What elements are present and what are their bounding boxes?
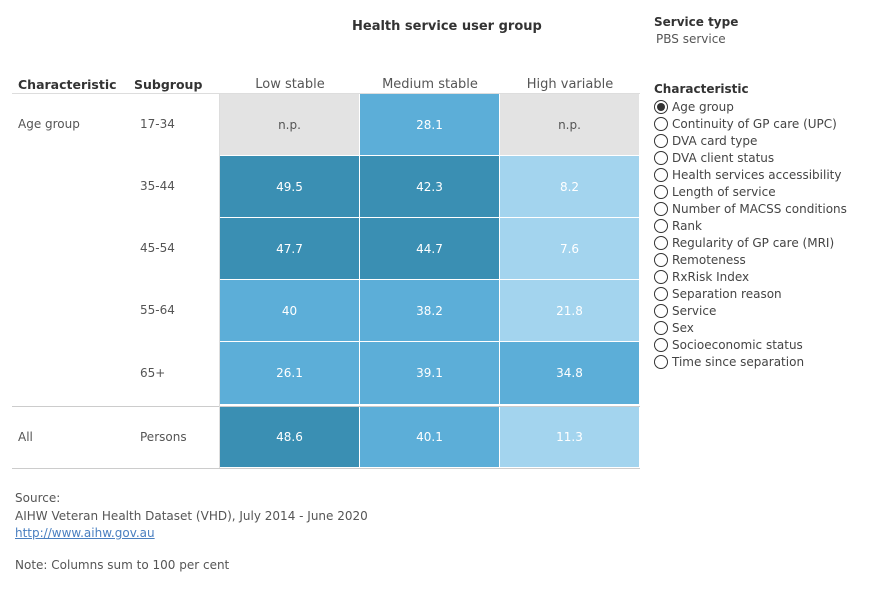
radio-option[interactable]: Number of MACSS conditions [654, 200, 847, 217]
radio-option[interactable]: Remoteness [654, 251, 746, 268]
radio-button[interactable] [654, 320, 668, 335]
divider [219, 94, 220, 468]
radio-label: Time since separation [672, 354, 805, 369]
row-subgroup: 17-34 [140, 117, 175, 131]
radio-label: Separation reason [672, 286, 782, 301]
row-characteristic: All [18, 429, 33, 444]
radio-option[interactable]: DVA card type [654, 132, 757, 149]
column-header: Low stable [255, 77, 325, 92]
radio-button[interactable] [654, 116, 668, 131]
radio-label: RxRisk Index [672, 269, 750, 284]
radio-label: Number of MACSS conditions [672, 201, 847, 216]
radio-label: Rank [672, 218, 702, 233]
radio-option[interactable]: Separation reason [654, 285, 782, 302]
radio-button[interactable] [654, 201, 668, 216]
column-header: High variable [526, 77, 614, 92]
radio-label: Age group [672, 99, 734, 114]
radio-button[interactable] [654, 133, 668, 148]
radio-label: Health services accessibility [672, 167, 842, 182]
table-cell: 39.1 [360, 342, 500, 405]
radio-label: Service [672, 303, 717, 318]
radio-label: Remoteness [672, 252, 746, 267]
divider [12, 468, 640, 469]
filter-label: Characteristic [654, 82, 749, 96]
radio-option[interactable]: Rank [654, 217, 702, 234]
note: Note: Columns sum to 100 per cent [15, 558, 230, 572]
row-characteristic: Age group [18, 117, 80, 131]
radio-button[interactable] [654, 99, 668, 114]
radio-label: Sex [672, 320, 694, 335]
radio-option[interactable]: Service [654, 302, 716, 319]
table-cell: 38.2 [360, 280, 500, 342]
column-header: Subgroup [134, 77, 203, 92]
radio-label: Length of service [672, 184, 776, 199]
row-subgroup: 45-54 [140, 241, 175, 255]
table-cell: 7.6 [500, 218, 640, 280]
radio-button[interactable] [654, 303, 668, 318]
table-cell: 40 [220, 280, 360, 342]
radio-label: Regularity of GP care (MRI) [672, 235, 835, 250]
table-cell: 34.8 [500, 342, 640, 405]
radio-option[interactable]: Continuity of GP care (UPC) [654, 115, 837, 132]
radio-label: Socioeconomic status [672, 337, 803, 352]
table-cell: 40.1 [360, 407, 500, 468]
filter-label: Service type [654, 15, 739, 29]
table-cell: 48.6 [220, 407, 360, 468]
table-cell: 11.3 [500, 407, 640, 468]
radio-option[interactable]: DVA client status [654, 149, 774, 166]
source-label: Source: [15, 491, 61, 505]
radio-button[interactable] [654, 269, 668, 284]
filter-value[interactable]: PBS service [656, 32, 726, 46]
table-cell: 8.2 [500, 156, 640, 218]
row-subgroup: 65+ [140, 365, 166, 380]
radio-button[interactable] [654, 150, 668, 165]
radio-button[interactable] [654, 337, 668, 352]
table-cell: 47.7 [220, 218, 360, 280]
radio-button[interactable] [654, 218, 668, 233]
row-subgroup: 55-64 [140, 303, 175, 317]
radio-button[interactable] [654, 252, 668, 267]
radio-option[interactable]: Sex [654, 319, 694, 336]
radio-option[interactable]: Regularity of GP care (MRI) [654, 234, 834, 251]
radio-option[interactable]: Age group [654, 98, 734, 115]
radio-button[interactable] [654, 354, 668, 369]
row-subgroup: 35-44 [140, 179, 175, 193]
table-cell: n.p. [500, 94, 640, 156]
row-subgroup: Persons [140, 429, 187, 444]
radio-button[interactable] [654, 167, 668, 182]
source-text: AIHW Veteran Health Dataset (VHD), July … [15, 509, 368, 523]
radio-button[interactable] [654, 286, 668, 301]
radio-label: DVA card type [672, 133, 758, 148]
radio-label: Continuity of GP care (UPC) [672, 116, 837, 131]
radio-option[interactable]: Socioeconomic status [654, 336, 803, 353]
divider [12, 406, 640, 407]
table-cell: 21.8 [500, 280, 640, 342]
radio-button[interactable] [654, 235, 668, 250]
radio-option[interactable]: Length of service [654, 183, 776, 200]
header-rule [12, 93, 640, 94]
table-title: Health service user group [352, 19, 542, 34]
radio-button[interactable] [654, 184, 668, 199]
source-link[interactable]: http://www.aihw.gov.au [15, 526, 155, 540]
column-header: Characteristic [18, 77, 117, 92]
table-cell: 44.7 [360, 218, 500, 280]
table-cell: 49.5 [220, 156, 360, 218]
radio-label: DVA client status [672, 150, 775, 165]
table-cell: 28.1 [360, 94, 500, 156]
radio-option[interactable]: Health services accessibility [654, 166, 841, 183]
radio-option[interactable]: RxRisk Index [654, 268, 749, 285]
table-cell: 42.3 [360, 156, 500, 218]
table-cell: n.p. [220, 94, 360, 156]
table-cell: 26.1 [220, 342, 360, 405]
column-header: Medium stable [382, 77, 478, 92]
radio-option[interactable]: Time since separation [654, 353, 804, 370]
